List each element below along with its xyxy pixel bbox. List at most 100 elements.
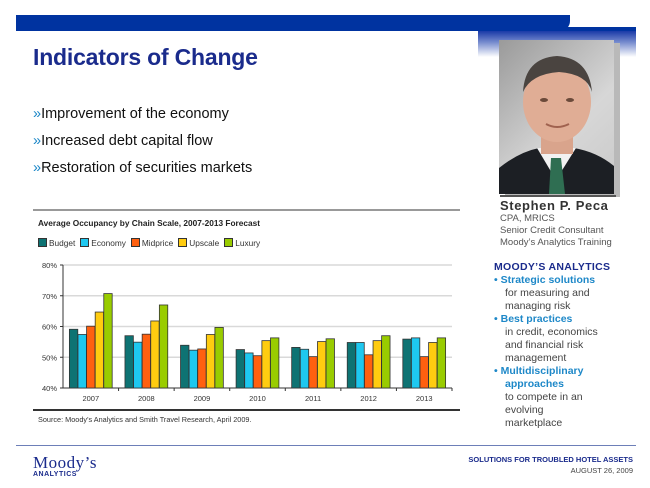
- bullet-text: Increased debt capital flow: [41, 133, 213, 149]
- bar-upscale-2009: [205, 334, 216, 389]
- bar-economy-2013: [411, 337, 421, 389]
- panel-item-title: • Best practices: [494, 313, 634, 326]
- bullet-icon: •: [494, 313, 498, 325]
- y-tick-label: 60%: [42, 323, 57, 332]
- bar-economy-2007: [77, 334, 87, 389]
- legend-item-economy: Economy: [80, 238, 126, 248]
- bullet-item: »Increased debt capital flow: [33, 131, 252, 158]
- bullet-item: »Restoration of securities markets: [33, 158, 252, 185]
- legend-swatch: [130, 238, 140, 247]
- panel-item-text: evolving: [505, 404, 544, 416]
- legend-label: Luxury: [235, 238, 261, 248]
- bar-budget-2009: [180, 344, 190, 389]
- bar-economy-2009: [188, 349, 198, 389]
- legend-label: Upscale: [189, 238, 220, 248]
- logo-main: Moody’s: [33, 453, 97, 472]
- slide-title: Indicators of Change: [33, 44, 258, 70]
- bar-economy-2012: [355, 342, 365, 389]
- y-tick-label: 70%: [42, 292, 57, 301]
- presenter-bio: Stephen P. Peca CPA, MRICS Senior Credit…: [500, 198, 612, 249]
- bar-luxury-2009: [214, 327, 224, 389]
- bar-luxury-2010: [270, 337, 280, 389]
- bar-midprice-2011: [308, 356, 318, 389]
- bar-midprice-2008: [141, 333, 151, 389]
- header-bar-right: [562, 27, 636, 33]
- bullet-marker-icon: »: [33, 133, 42, 149]
- bar-economy-2010: [244, 352, 254, 389]
- bar-upscale-2007: [94, 311, 104, 389]
- bar-luxury-2012: [381, 335, 391, 389]
- bullet-icon: •: [494, 365, 498, 377]
- footer-divider: [16, 445, 636, 446]
- panel-item: • Strategic solutions for measuring and …: [494, 274, 634, 313]
- bar-upscale-2010: [261, 340, 271, 389]
- bar-economy-2008: [133, 341, 143, 389]
- chart-top-rule: [33, 209, 460, 211]
- legend-swatch: [178, 238, 188, 247]
- bar-midprice-2007: [86, 325, 96, 389]
- x-tick-label: 2008: [138, 394, 155, 403]
- bar-luxury-2011: [325, 338, 335, 389]
- bar-luxury-2007: [103, 293, 113, 389]
- moodys-logo: Moody’s ANALYTICS: [33, 453, 97, 478]
- x-tick-label: 2009: [194, 394, 211, 403]
- y-tick-label: 50%: [42, 353, 57, 362]
- logo-sub: ANALYTICS: [33, 471, 77, 478]
- chart-legend: Budget Economy Midprice Upscale Luxury: [38, 238, 260, 248]
- presenter-photo: [499, 40, 614, 194]
- x-tick-label: 2010: [249, 394, 266, 403]
- bar-budget-2007: [68, 328, 79, 389]
- event-title: SOLUTIONS FOR TROUBLED HOTEL ASSETS: [468, 455, 633, 464]
- bar-midprice-2010: [252, 355, 263, 389]
- bullet-marker-icon: »: [33, 160, 42, 176]
- bullet-icon: •: [494, 274, 498, 286]
- panel-item-title-text: Best practices: [500, 313, 573, 325]
- bar-budget-2008: [124, 335, 134, 389]
- bar-upscale-2012: [372, 340, 382, 389]
- chart-source: Source: Moody's Analytics and Smith Trav…: [38, 415, 252, 424]
- panel-item-title: • Multidisciplinary approaches: [494, 365, 634, 391]
- moodys-analytics-panel: MOODY’S ANALYTICS • Strategic solutions …: [494, 261, 634, 430]
- legend-label: Budget: [49, 238, 76, 248]
- presenter-organization: Moody’s Analytics Training: [500, 237, 612, 248]
- panel-item-title-text: Multidisciplinary approaches: [500, 365, 584, 390]
- bar-upscale-2008: [150, 320, 160, 389]
- y-tick-label: 40%: [42, 384, 57, 393]
- legend-label: Midprice: [141, 238, 174, 248]
- x-tick-label: 2013: [416, 394, 433, 403]
- panel-item-text: for measuring and: [505, 287, 590, 299]
- footer-event: SOLUTIONS FOR TROUBLED HOTEL ASSETS AUGU…: [468, 455, 633, 475]
- bullet-text: Restoration of securities markets: [41, 160, 253, 176]
- bar-budget-2013: [402, 338, 412, 389]
- panel-item-text: and financial risk: [505, 339, 584, 351]
- bar-budget-2010: [235, 349, 245, 389]
- panel-heading: MOODY’S ANALYTICS: [494, 261, 611, 273]
- legend-label: Economy: [91, 238, 126, 248]
- bar-luxury-2013: [436, 337, 447, 389]
- bullet-text: Improvement of the economy: [41, 106, 229, 122]
- bar-budget-2011: [291, 347, 301, 389]
- legend-swatch: [224, 238, 234, 247]
- panel-item-title: • Strategic solutions: [494, 274, 634, 287]
- presenter-credentials: CPA, MRICS: [500, 213, 555, 224]
- bar-midprice-2013: [419, 356, 429, 389]
- panel-item-text: marketplace: [505, 417, 563, 429]
- x-tick-label: 2011: [305, 394, 321, 403]
- presenter-role: Senior Credit Consultant: [500, 225, 604, 236]
- legend-swatch: [80, 238, 90, 247]
- panel-item-text: in credit, economics: [505, 326, 598, 338]
- legend-item-midprice: Midprice: [130, 238, 174, 248]
- bar-luxury-2008: [158, 304, 169, 389]
- legend-item-budget: Budget: [38, 238, 75, 248]
- bar-budget-2012: [346, 342, 357, 389]
- panel-item-text: managing risk: [505, 300, 571, 312]
- bullet-marker-icon: »: [33, 106, 42, 122]
- panel-item-text: to compete in an: [505, 391, 583, 403]
- chart-title: Average Occupancy by Chain Scale, 2007-2…: [38, 218, 260, 228]
- bar-midprice-2009: [197, 348, 207, 389]
- bar-midprice-2012: [364, 354, 374, 389]
- panel-item-title-text: Strategic solutions: [500, 274, 596, 286]
- legend-swatch: [38, 238, 47, 247]
- header-bar: [16, 15, 564, 31]
